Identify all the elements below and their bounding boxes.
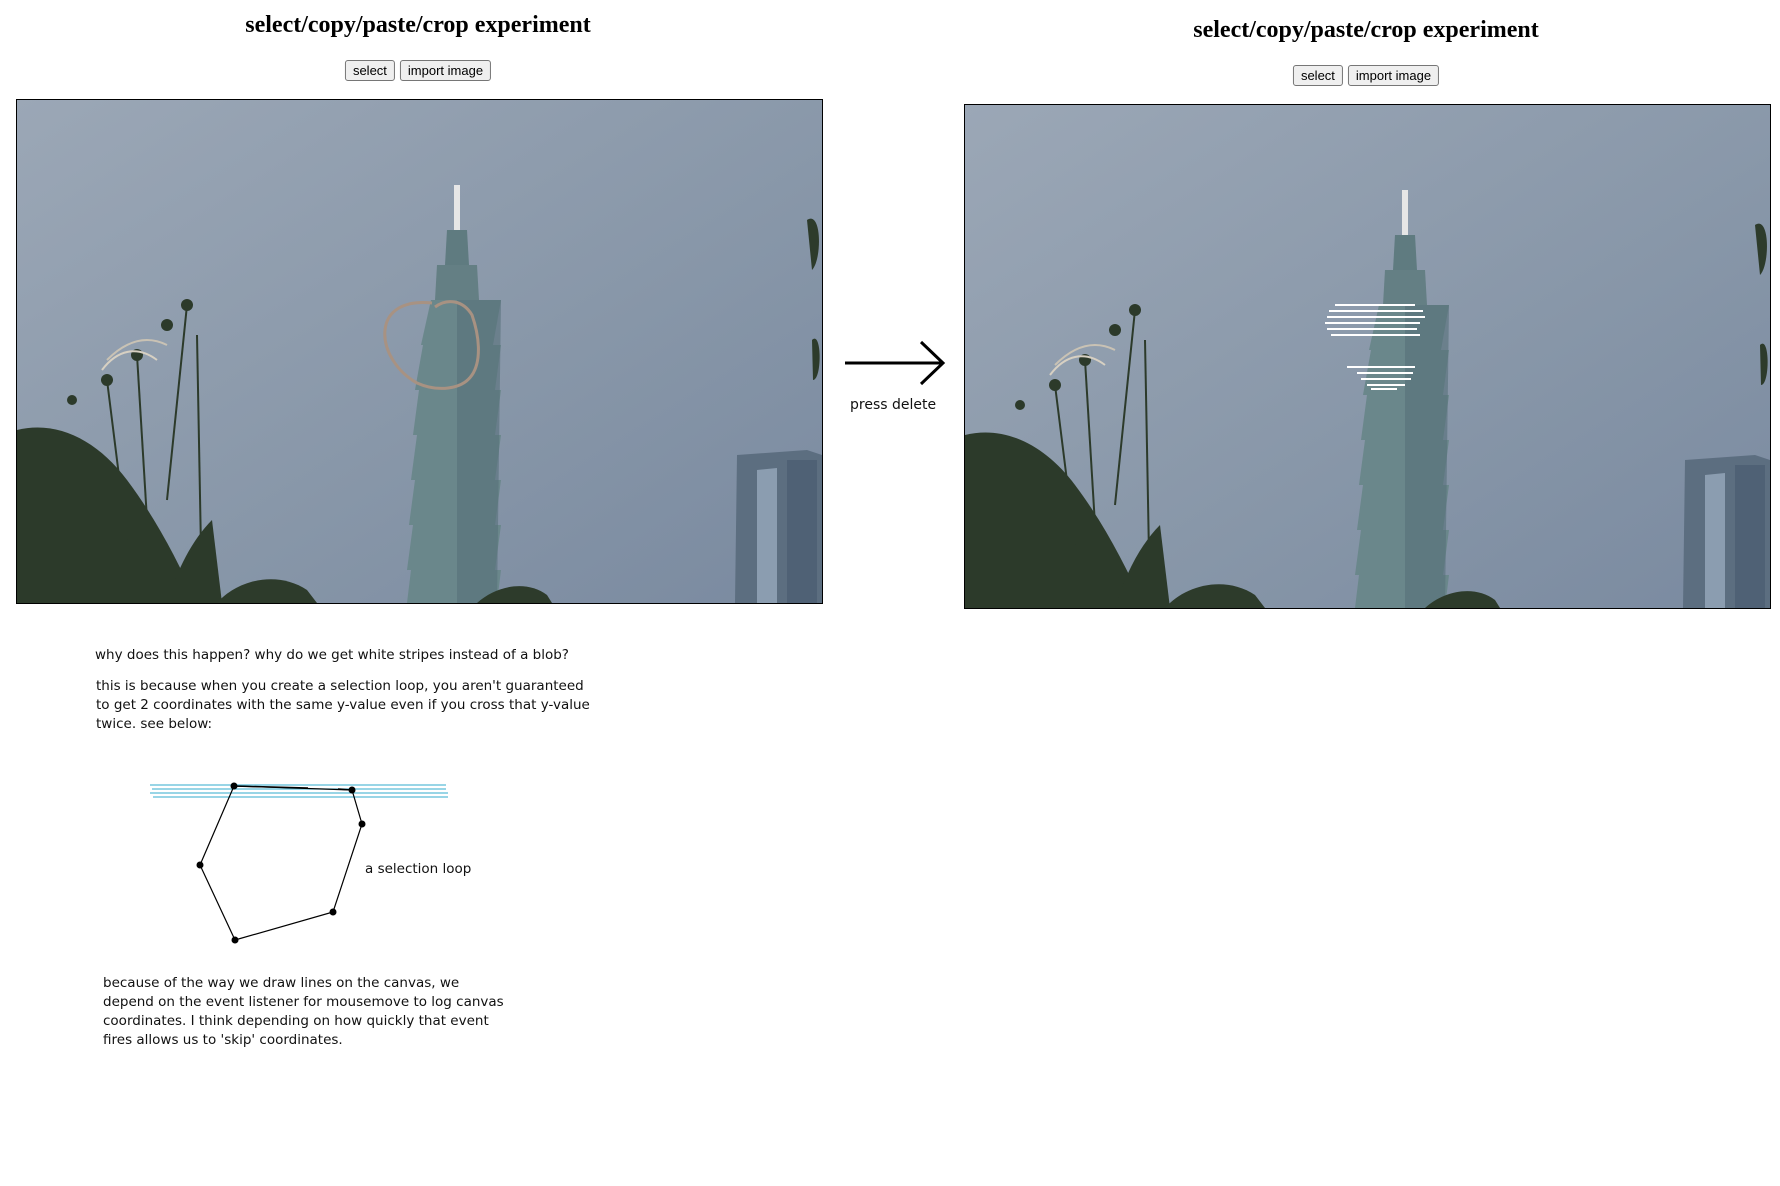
left-canvas[interactable] bbox=[16, 99, 823, 604]
selection-loop-stroke bbox=[383, 300, 480, 390]
right-page-title: select/copy/paste/crop experiment bbox=[1193, 17, 1539, 43]
foliage-left bbox=[17, 299, 222, 603]
left-canvas-image bbox=[17, 100, 822, 603]
right-skyscraper bbox=[735, 450, 822, 603]
right-arrow-icon bbox=[845, 340, 946, 386]
diagram-label: a selection loop bbox=[365, 861, 472, 877]
question-text: why does this happen? why do we get whit… bbox=[95, 647, 569, 663]
loop-vertices bbox=[196, 782, 366, 944]
right-import-image-button[interactable]: import image bbox=[1347, 65, 1440, 86]
left-page-title: select/copy/paste/crop experiment bbox=[245, 12, 591, 38]
right-select-button[interactable]: select bbox=[1292, 65, 1343, 86]
left-select-button[interactable]: select bbox=[344, 60, 395, 81]
arrow bbox=[843, 338, 947, 388]
white-stripes bbox=[1325, 304, 1425, 390]
foliage-bottom bbox=[217, 218, 820, 603]
right-canvas[interactable] bbox=[964, 104, 1771, 609]
press-delete-label: press delete bbox=[850, 397, 937, 413]
taipei-tower bbox=[407, 185, 501, 603]
answer-text: this is because when you create a select… bbox=[96, 678, 590, 732]
right-toolbar: select import image bbox=[1292, 65, 1440, 86]
scanlines bbox=[150, 784, 448, 798]
followup-text: because of the way we draw lines on the … bbox=[103, 975, 504, 1048]
left-toolbar: select import image bbox=[344, 60, 492, 81]
selection-loop-diagram: a selection loop bbox=[150, 780, 472, 945]
right-canvas-image bbox=[965, 105, 1770, 608]
left-import-image-button[interactable]: import image bbox=[399, 60, 492, 81]
loop-polygon bbox=[199, 785, 363, 941]
